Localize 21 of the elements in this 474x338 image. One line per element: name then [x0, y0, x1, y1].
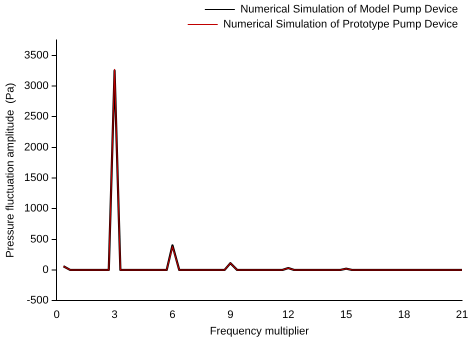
y-tick-label: 0 — [42, 264, 49, 276]
x-tick-label: 12 — [282, 309, 294, 322]
x-tick-label: 3 — [112, 309, 118, 322]
y-tick-label: 1000 — [24, 202, 49, 215]
y-tick-label: 500 — [30, 233, 49, 246]
legend-label: Numerical Simulation of Prototype Pump Device — [223, 18, 458, 31]
x-tick-label: 18 — [398, 309, 410, 322]
x-axis-title: Frequency multiplier — [210, 325, 310, 338]
x-tick-label: 15 — [340, 309, 352, 322]
legend-label: Numerical Simulation of Model Pump Device — [240, 4, 458, 16]
y-tick-label: 2500 — [24, 110, 49, 123]
y-tick-label: 1500 — [24, 172, 49, 184]
y-tick-label: 2000 — [24, 141, 49, 154]
x-tick-label: 9 — [227, 309, 234, 322]
y-tick-label: -500 — [26, 294, 49, 307]
x-tick-label: 0 — [54, 309, 60, 322]
y-axis-title: Pressure fluctuation amplitude (Pa) — [4, 82, 17, 258]
y-tick-label: 3000 — [24, 80, 49, 92]
y-tick-label: 3500 — [24, 49, 49, 62]
x-tick-label: 6 — [169, 309, 176, 322]
x-tick-label: 21 — [456, 309, 468, 322]
